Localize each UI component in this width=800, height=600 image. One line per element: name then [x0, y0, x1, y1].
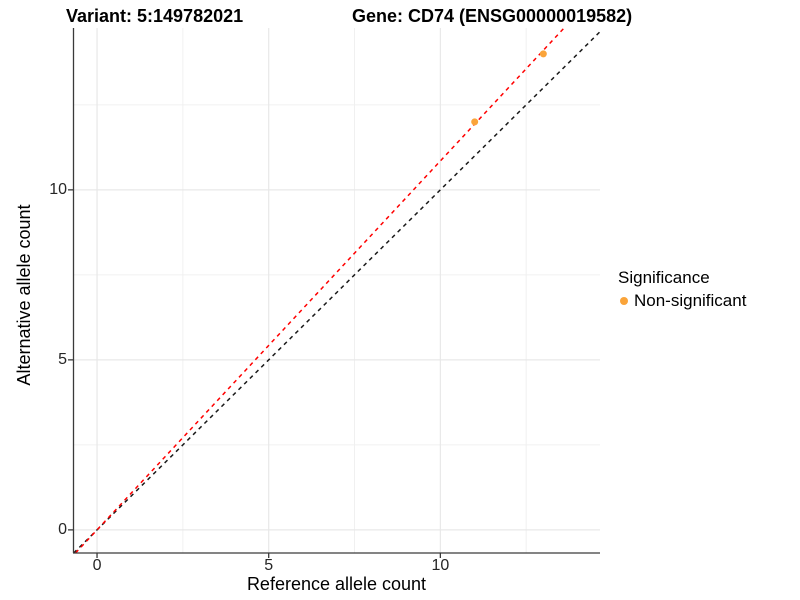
x-tick-label: 10 — [431, 557, 450, 574]
gene-title: Gene: CD74 (ENSG00000019582) — [352, 6, 633, 26]
legend-entry-label: Non-significant — [634, 291, 747, 310]
legend-point-icon — [620, 297, 628, 305]
plot-panel — [68, 27, 601, 558]
identity-line — [73, 31, 601, 554]
legend-entries: Non-significant — [616, 290, 746, 312]
legend-entry: Non-significant — [616, 290, 746, 312]
y-tick-label: 0 — [58, 520, 67, 538]
x-tick-label: 0 — [92, 557, 102, 574]
x-tick-label: 5 — [264, 557, 274, 574]
data-point — [539, 50, 547, 58]
variant-title: Variant: 5:149782021 — [66, 6, 244, 26]
data-point — [471, 118, 479, 126]
plot-canvas — [68, 27, 601, 558]
legend-title: Significance — [618, 268, 710, 287]
y-tick-label: 5 — [58, 350, 67, 368]
y-tick-label: 10 — [49, 180, 67, 198]
significance-legend: Significance Non-significant — [616, 268, 746, 312]
fitted-line — [74, 27, 565, 554]
x-axis-title: Reference allele count — [246, 574, 427, 594]
